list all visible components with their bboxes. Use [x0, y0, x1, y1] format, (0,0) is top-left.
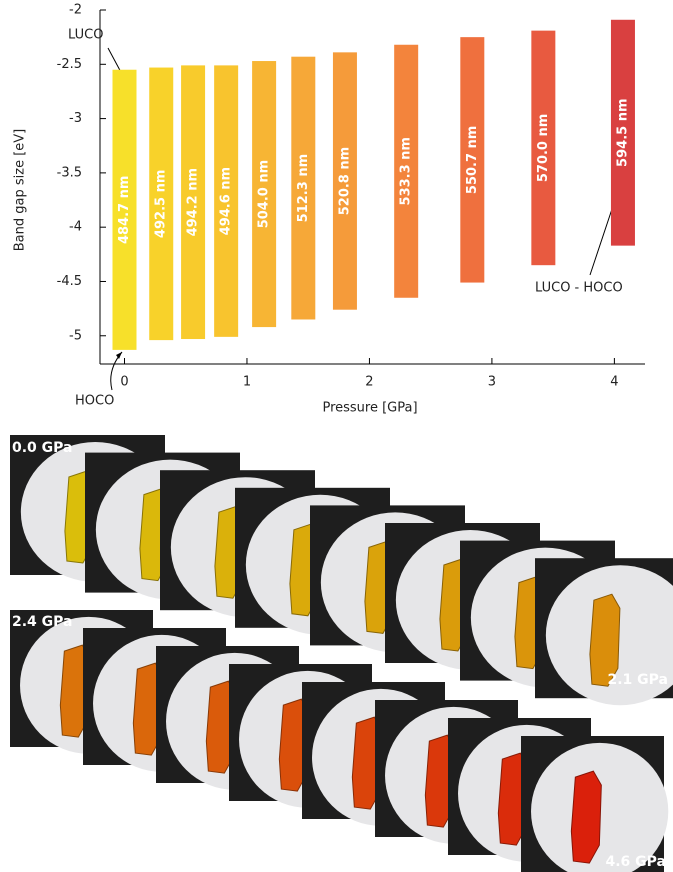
y-tick-label: -4	[69, 220, 82, 235]
x-tick-label: 1	[243, 375, 251, 390]
bar-label: 570.0 nm	[536, 114, 551, 182]
bar-label: 492.5 nm	[154, 170, 169, 238]
y-tick-label: -4.5	[57, 274, 82, 289]
y-axis-label: Band gap size [eV]	[13, 129, 28, 251]
photo-label: 0.0 GPa	[12, 440, 73, 456]
bar-label: 494.2 nm	[186, 168, 201, 236]
y-tick-label: -2	[69, 3, 82, 18]
crystal	[571, 771, 601, 863]
bar-label: 484.7 nm	[117, 176, 132, 244]
arrow-head	[116, 352, 122, 359]
bar-label: 533.3 nm	[399, 137, 414, 205]
y-tick-label: -2.5	[57, 57, 82, 72]
x-tick-label: 2	[365, 375, 373, 390]
x-tick-label: 3	[488, 375, 496, 390]
bar-label: 504.0 nm	[257, 160, 272, 228]
bar-label: 550.7 nm	[465, 126, 480, 194]
photo-sequence: 0.0 GPa 2.1 GPa 2.4 GPa 4.6 GPa	[0, 420, 673, 872]
photo-label: 2.4 GPa	[12, 614, 73, 630]
photo	[521, 736, 668, 872]
annotation: LUCO - HOCO	[535, 281, 623, 296]
photo-label: 4.6 GPa	[606, 854, 667, 870]
annotation: LUCO	[68, 28, 103, 43]
x-axis-label: Pressure [GPa]	[322, 401, 417, 416]
x-tick-label: 4	[610, 375, 618, 390]
photo-label: 2.1 GPa	[608, 672, 669, 688]
x-tick-label: 0	[120, 375, 128, 390]
page: {"chart_data": {"type": "floating-bar", …	[0, 0, 673, 872]
chart: Band gap size [eV] Pressure [GPa] LUCO H…	[0, 0, 673, 420]
annotation: HOCO	[75, 394, 114, 409]
bar-label: 594.5 nm	[615, 98, 630, 166]
y-tick-label: -3	[69, 111, 82, 126]
bar-label: 512.3 nm	[296, 154, 311, 222]
bar-label: 494.6 nm	[219, 167, 234, 235]
y-tick-label: -5	[69, 328, 82, 343]
bar-label: 520.8 nm	[337, 147, 352, 215]
y-tick-label: -3.5	[57, 165, 82, 180]
